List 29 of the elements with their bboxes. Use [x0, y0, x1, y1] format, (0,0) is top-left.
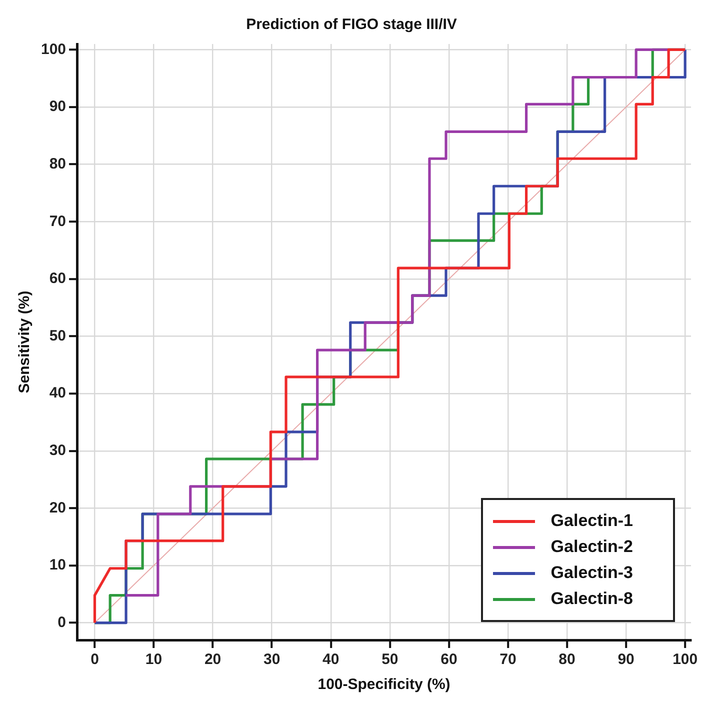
- y-tick-label: 80: [49, 155, 66, 172]
- x-tick-label: 60: [440, 651, 458, 668]
- y-tick-label: 30: [49, 442, 66, 460]
- x-tick-label: 90: [618, 651, 634, 668]
- legend-label: Galectin-2: [550, 537, 633, 557]
- chart-title: Prediction of FIGO stage III/IV: [246, 16, 457, 34]
- y-tick-label: 90: [49, 98, 66, 116]
- y-tick-label: 20: [49, 499, 66, 516]
- x-tick-label: 70: [500, 651, 516, 668]
- y-axis-title: Sensitivity (%): [16, 290, 34, 394]
- x-tick-label: 30: [264, 651, 280, 668]
- legend-label: Galectin-8: [550, 589, 633, 609]
- y-tick-label: 50: [49, 327, 66, 344]
- y-tick-label: 10: [49, 556, 66, 574]
- y-tick-label: 70: [49, 212, 66, 230]
- y-tick-label: 40: [49, 384, 66, 402]
- x-tick-label: 20: [204, 651, 222, 668]
- x-tick-label: 10: [145, 651, 162, 668]
- y-tick-label: 60: [49, 270, 66, 288]
- legend-label: Galectin-1: [550, 511, 633, 531]
- x-tick-label: 0: [90, 651, 99, 668]
- x-tick-label: 80: [558, 651, 576, 668]
- y-tick-label: 100: [40, 40, 66, 58]
- legend-label: Galectin-3: [550, 563, 633, 583]
- x-axis-title: 100-Specificity (%): [318, 676, 450, 694]
- x-tick-label: 100: [672, 651, 698, 668]
- x-tick-label: 40: [322, 651, 340, 668]
- x-tick-label: 50: [382, 651, 398, 668]
- y-tick-label: 0: [58, 614, 66, 631]
